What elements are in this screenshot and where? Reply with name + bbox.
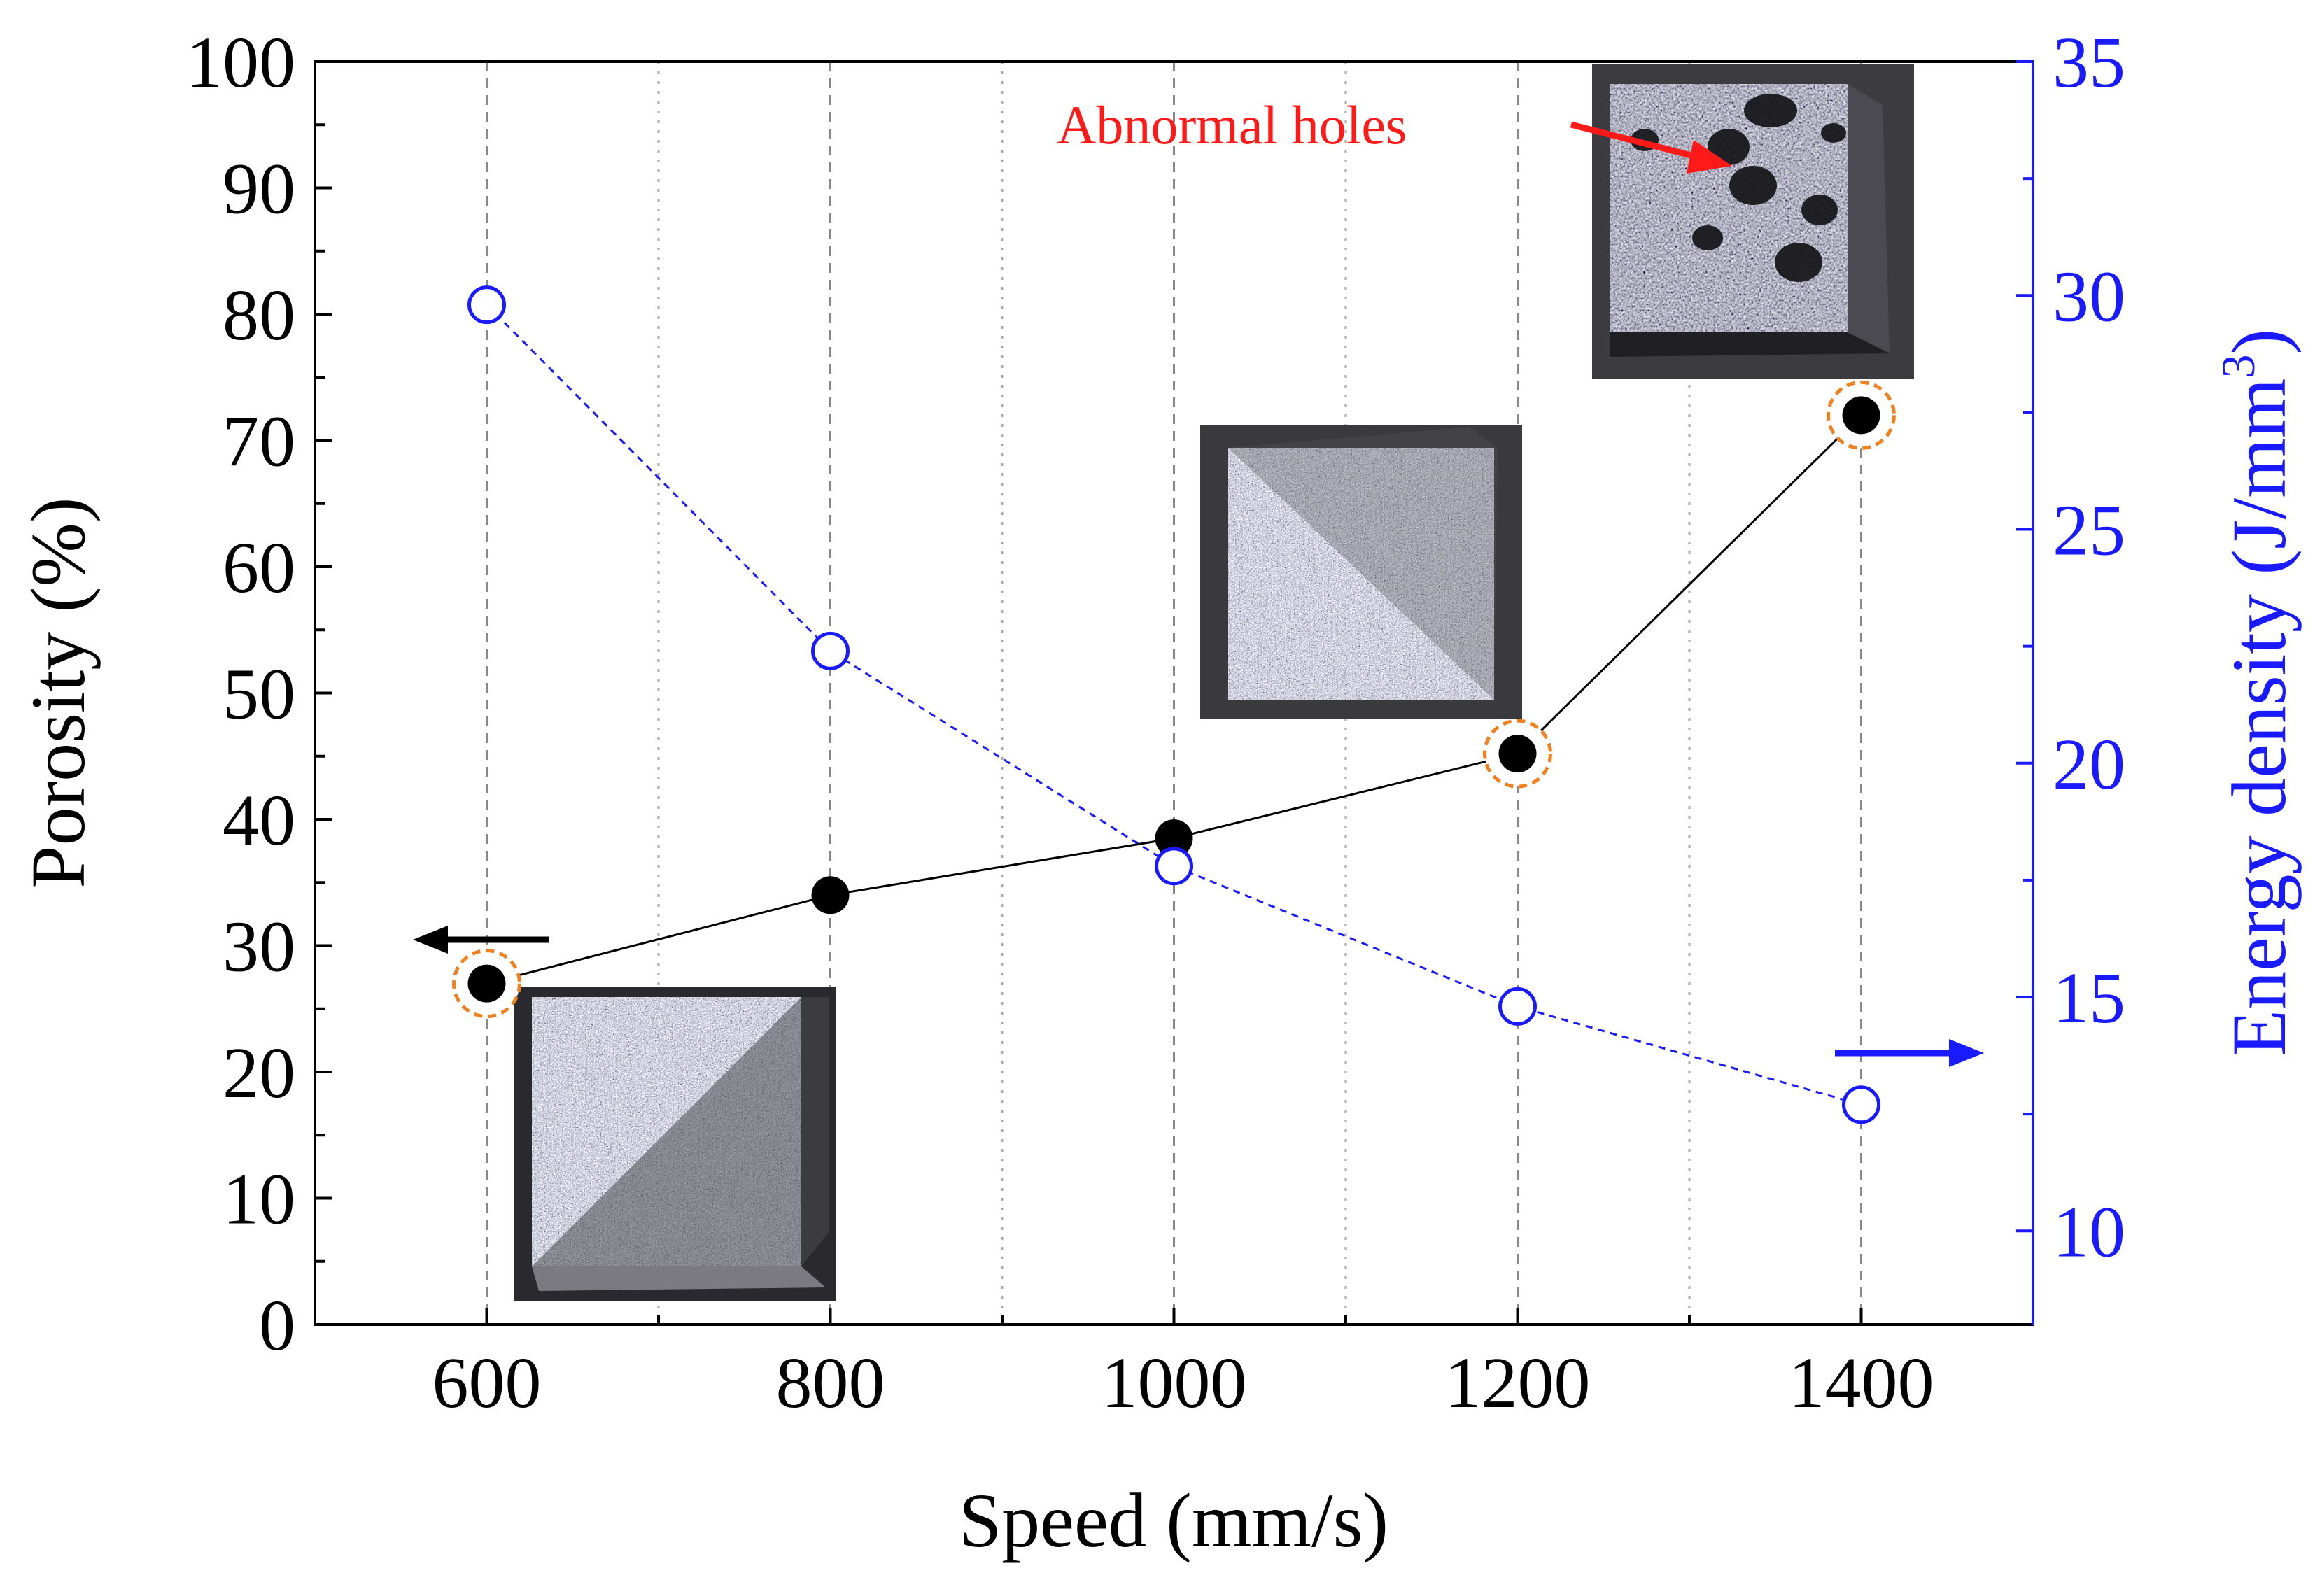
y-tick-label-2: 20 [223, 1033, 295, 1113]
y-tick-label-1: 10 [223, 1159, 295, 1240]
y2-tick-label-3: 25 [2053, 490, 2125, 571]
porosity-point-3 [1498, 735, 1537, 773]
y-axis-title: Porosity (%) [15, 497, 101, 888]
y2-axis-title-main: Energy density (J/mm [2216, 379, 2302, 1057]
y-tick-label-10: 100 [186, 22, 295, 103]
annotation-abnormal-holes: Abnormal holes [1057, 94, 1407, 155]
y2-tick-label-5: 35 [2053, 22, 2125, 103]
abnormal-hole-shapes [1631, 94, 1846, 282]
porosity-point-0 [467, 964, 506, 1003]
y-tick-label-4: 40 [223, 780, 295, 861]
x-tick-label-3: 1200 [1445, 1343, 1591, 1423]
y-tick-label-9: 90 [223, 149, 295, 229]
inset-sample-1000 [1200, 425, 1522, 719]
y2-tick-label-4: 30 [2053, 256, 2125, 337]
y-tick-label-7: 70 [223, 402, 295, 482]
energy-point-0 [467, 285, 506, 325]
porosity-point-1 [811, 876, 850, 914]
porosity-point-2 [1155, 819, 1193, 858]
y-tick-label-3: 30 [223, 907, 295, 987]
series-layer [452, 285, 1896, 1124]
y-tick-label-8: 80 [223, 275, 295, 355]
x-tick-label-1: 800 [776, 1343, 885, 1423]
y-tick-label-6: 60 [223, 528, 295, 608]
right-axis-arrow [1835, 1039, 1984, 1067]
energy-point-1 [811, 631, 850, 670]
y-tick-label-0: 0 [259, 1285, 295, 1366]
annotation-arrow [1570, 121, 1732, 174]
x-tick-label-4: 1400 [1789, 1343, 1934, 1423]
y2-tick-label-0: 10 [2053, 1192, 2125, 1272]
energy-point-4 [1842, 1085, 1880, 1124]
y2-axis-title-sup: 3 [2211, 355, 2265, 379]
x-tick-label-2: 1000 [1102, 1343, 1247, 1423]
axis-layer: 600 800 1000 1200 1400 0 10 20 30 40 50 60 70 80 90 100… [186, 22, 2125, 1423]
x-tick-label-0: 600 [432, 1343, 542, 1423]
left-axis-arrow [413, 926, 549, 954]
inset-sample-600 [514, 987, 836, 1301]
energy-point-2 [1155, 847, 1193, 886]
y2-tick-label-1: 15 [2053, 958, 2125, 1038]
energy-point-3 [1498, 987, 1537, 1026]
y-tick-label-5: 50 [223, 654, 295, 735]
y2-axis-title-close: ) [2216, 329, 2302, 355]
inset-sample-1400 [1592, 64, 1914, 379]
porosity-point-4 [1842, 396, 1880, 435]
y2-axis-title: Energy density (J/mm3) [2211, 329, 2302, 1057]
y2-tick-label-2: 20 [2053, 724, 2125, 805]
x-axis-title: Speed (mm/s) [959, 1478, 1388, 1563]
